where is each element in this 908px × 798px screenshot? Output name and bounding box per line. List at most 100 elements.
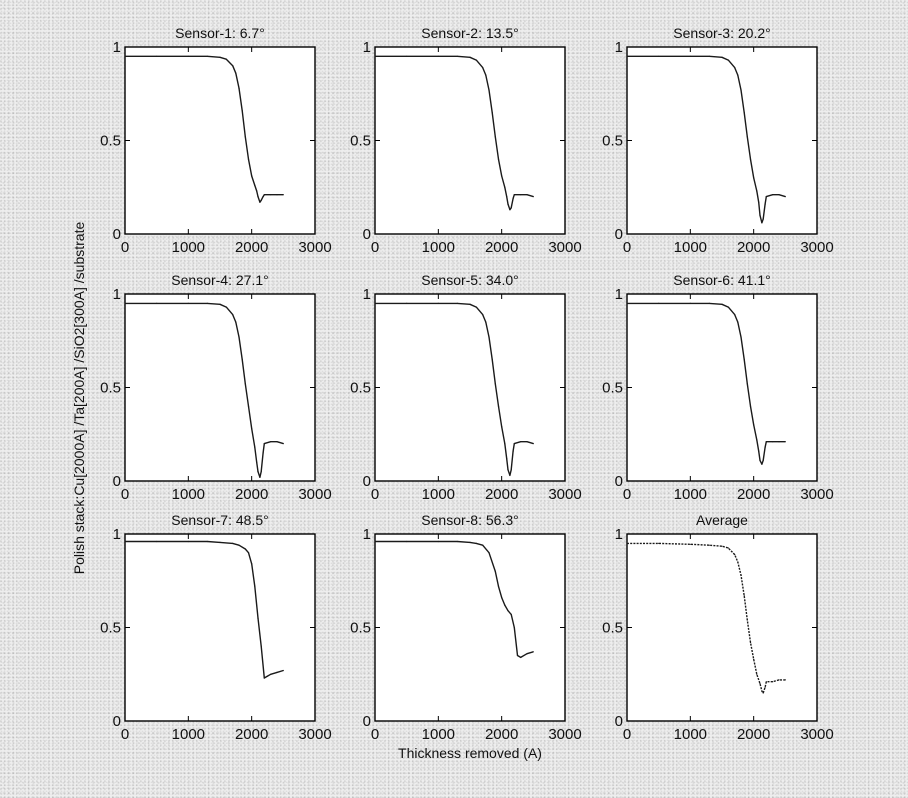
- data-point: [475, 59, 477, 61]
- x-tick-label: 2000: [737, 239, 770, 256]
- chart-panel-8: Sensor-8: 56.3° 0 1000 2000 3000 0 0.5 1: [350, 512, 582, 743]
- x-tick-label: 1000: [674, 239, 707, 256]
- plot-area: [374, 46, 566, 235]
- data-point: [772, 194, 774, 196]
- data-point: [513, 443, 515, 445]
- x-tick-label: 2000: [737, 486, 770, 503]
- data-point: [374, 302, 376, 304]
- data-point: [276, 441, 278, 443]
- data-point: [494, 383, 496, 385]
- data-point: [765, 196, 767, 198]
- data-point: [256, 190, 258, 192]
- data-point: [270, 441, 272, 443]
- data-point: [501, 175, 503, 177]
- data-point: [488, 336, 490, 338]
- data-point: [753, 658, 755, 660]
- y-tick-label: 1: [363, 39, 371, 56]
- x-tick-label: 0: [121, 486, 129, 503]
- panel-title: Sensor-8: 56.3°: [421, 512, 518, 528]
- y-tick-label: 0: [363, 226, 371, 243]
- data-point: [156, 302, 158, 304]
- y-tick-label: 0.5: [602, 620, 623, 637]
- x-tick-label: 3000: [298, 726, 331, 743]
- x-tick-label: 2000: [485, 239, 518, 256]
- panel-title: Sensor-1: 6.7°: [175, 25, 265, 41]
- data-point: [263, 443, 265, 445]
- x-tick-label: 2000: [235, 486, 268, 503]
- data-point: [762, 459, 764, 461]
- data-point: [219, 541, 221, 544]
- data-point: [437, 302, 439, 304]
- x-tick-label: 0: [623, 239, 631, 256]
- data-point: [270, 194, 272, 196]
- data-point: [219, 303, 221, 305]
- data-point: [206, 540, 208, 543]
- chart-panel-7: Sensor-7: 48.5° 0 1000 2000 3000 0 0.5 1: [100, 512, 332, 743]
- data-point: [626, 302, 628, 304]
- data-point: [758, 450, 760, 452]
- data-point: [282, 443, 284, 445]
- data-point: [749, 405, 752, 407]
- data-point: [506, 458, 508, 460]
- data-point: [756, 190, 758, 192]
- y-tick-label: 0: [113, 226, 121, 243]
- data-point: [225, 306, 227, 308]
- data-point: [488, 89, 490, 91]
- data-point: [764, 203, 766, 205]
- data-point: [759, 214, 761, 216]
- data-point: [244, 548, 246, 550]
- x-tick-label: 1000: [422, 239, 455, 256]
- data-point: [749, 158, 752, 160]
- x-tick-label: 0: [371, 486, 379, 503]
- data-point: [232, 314, 234, 316]
- data-point: [501, 426, 503, 428]
- data-point: [501, 597, 503, 599]
- data-point: [262, 196, 264, 198]
- y-tick-label: 0: [113, 713, 121, 730]
- data-point: [251, 563, 253, 565]
- y-tick-label: 0.5: [350, 133, 371, 150]
- panel-title: Sensor-3: 20.2°: [673, 25, 770, 41]
- data-point: [759, 459, 761, 461]
- panel-title: Sensor-5: 34.0°: [421, 272, 518, 288]
- data-point: [374, 55, 376, 57]
- x-tick-label: 0: [623, 486, 631, 503]
- data-point: [761, 222, 763, 224]
- x-tick-label: 1000: [172, 486, 205, 503]
- data-point: [235, 321, 237, 323]
- data-point: [485, 321, 487, 323]
- data-point: [232, 542, 234, 545]
- y-tick-label: 1: [615, 526, 623, 543]
- y-tick-label: 1: [363, 526, 371, 543]
- data-point: [270, 673, 272, 675]
- x-tick-label: 1000: [172, 239, 205, 256]
- data-point: [276, 671, 278, 674]
- data-point: [784, 679, 786, 681]
- x-tick-label: 1000: [422, 726, 455, 743]
- data-point: [257, 471, 259, 473]
- x-tick-label: 2000: [485, 726, 518, 743]
- series-line-sensor-7: [125, 540, 284, 679]
- data-point: [532, 443, 534, 445]
- data-point: [206, 55, 208, 57]
- data-point: [256, 461, 258, 463]
- data-point: [475, 306, 477, 308]
- data-point: [507, 203, 509, 205]
- y-tick-label: 0.5: [350, 620, 371, 637]
- y-tick-label: 1: [113, 286, 121, 303]
- plot-area: [626, 46, 818, 235]
- data-point: [254, 446, 256, 448]
- data-point: [124, 302, 126, 304]
- data-point: [488, 552, 490, 554]
- y-tick-label: 0.5: [100, 133, 121, 150]
- data-point: [494, 136, 496, 138]
- data-point: [727, 59, 729, 61]
- data-point: [746, 383, 748, 385]
- data-point: [491, 358, 493, 360]
- data-point: [513, 194, 515, 196]
- data-point: [257, 196, 259, 198]
- data-point: [187, 302, 189, 304]
- data-point: [254, 585, 256, 588]
- data-point: [475, 542, 477, 545]
